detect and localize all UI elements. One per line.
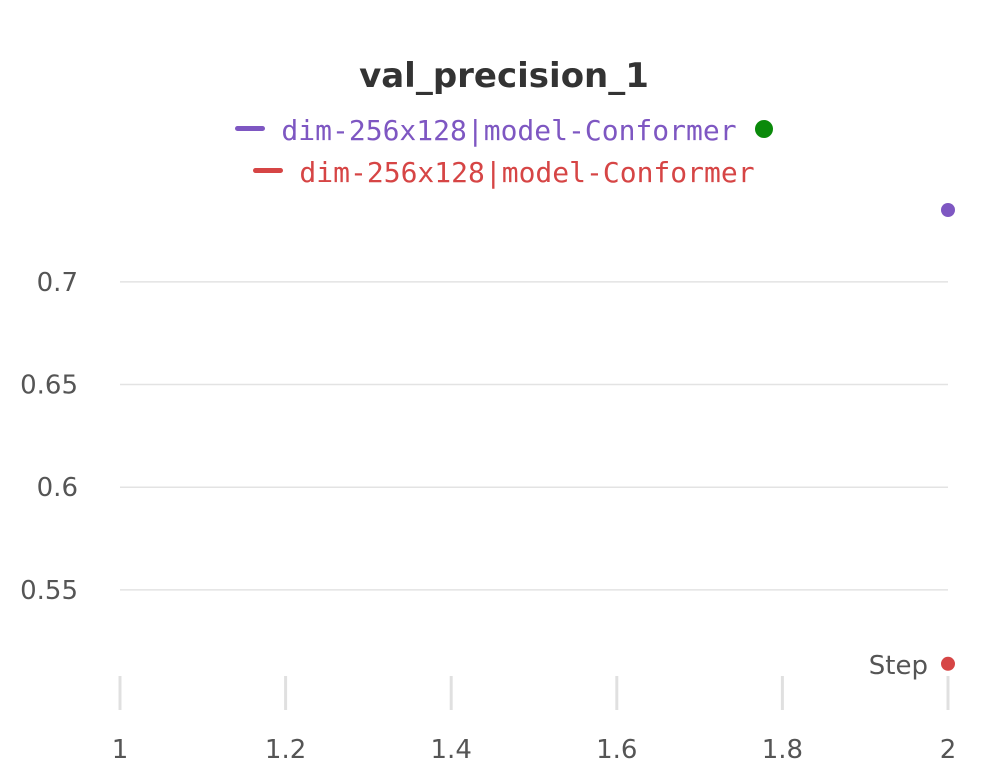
x-tick-label: 1.2 xyxy=(265,735,306,765)
y-tick-label: 0.6 xyxy=(37,473,78,503)
x-tick-label: 1.8 xyxy=(762,735,803,765)
legend-label-series-1: dim-256x128|model-Conformer xyxy=(281,114,737,147)
legend-status-dot-icon xyxy=(754,120,773,138)
x-axis-label: Step xyxy=(869,651,928,681)
legend-swatch-series-2 xyxy=(253,167,284,173)
x-axis-ticks: 1 1.2 1.4 1.6 1.8 2 xyxy=(112,676,957,765)
data-points xyxy=(941,203,955,671)
data-point-series-1[interactable] xyxy=(941,203,955,217)
x-tick-label: 1.6 xyxy=(596,735,637,765)
x-tick-label: 1 xyxy=(112,735,129,765)
y-tick-label: 0.7 xyxy=(37,268,78,298)
legend-label-series-2: dim-256x128|model-Conformer xyxy=(299,156,755,189)
chart-title: val_precision_1 xyxy=(359,56,649,96)
legend-item-series-2[interactable]: dim-256x128|model-Conformer xyxy=(0,156,1008,189)
x-tick-label: 1.4 xyxy=(431,735,472,765)
x-tick-label: 2 xyxy=(940,735,957,765)
y-tick-label: 0.55 xyxy=(20,576,78,606)
data-point-series-2[interactable] xyxy=(941,656,955,671)
y-axis-ticks: 0.55 0.6 0.65 0.7 xyxy=(20,268,78,606)
y-tick-label: 0.65 xyxy=(20,371,78,401)
legend-item-series-1[interactable]: dim-256x128|model-Conformer xyxy=(0,114,1008,147)
legend-swatch-series-1 xyxy=(235,125,266,131)
grid-lines xyxy=(120,281,948,591)
